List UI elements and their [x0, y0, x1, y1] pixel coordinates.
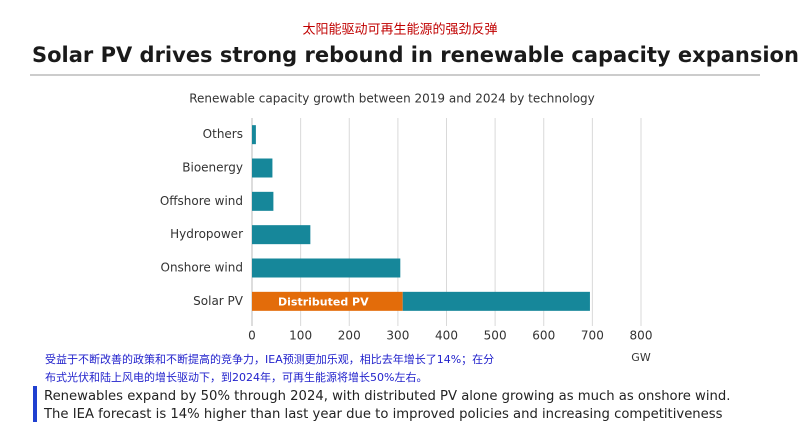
y-tick-label: Offshore wind: [160, 194, 243, 208]
slide-title: Solar PV drives strong rebound in renewa…: [32, 43, 799, 67]
x-tick-label: 100: [289, 329, 312, 343]
bar-label: Distributed PV: [278, 295, 369, 308]
x-tick-label: 600: [532, 329, 555, 343]
y-tick-label: Hydropower: [170, 227, 243, 241]
bar: [252, 191, 274, 211]
x-tick-label: 700: [581, 329, 604, 343]
y-tick-label: Solar PV: [193, 294, 244, 308]
chinese-note: 受益于不断改善的政策和不断提高的竞争力，IEA预测更加乐观，相比去年增长了14%…: [45, 352, 494, 366]
x-tick-label: 300: [386, 329, 409, 343]
x-tick-label: 400: [435, 329, 458, 343]
bar: [402, 291, 590, 311]
x-axis-label: GW: [631, 351, 651, 364]
y-tick-label: Others: [203, 127, 243, 141]
chinese-note: 布式光伏和陆上风电的增长驱动下，到2024年，可再生能源将增长50%左右。: [45, 370, 427, 384]
bar: [252, 125, 256, 145]
bar: [252, 258, 401, 278]
caption: The IEA forecast is 14% higher than last…: [43, 407, 723, 422]
bar: [252, 291, 403, 311]
bar: [252, 225, 311, 245]
chart-title: Renewable capacity growth between 2019 a…: [189, 92, 595, 106]
caption-accent: [33, 386, 37, 422]
x-tick-label: 200: [338, 329, 361, 343]
x-tick-label: 800: [630, 329, 653, 343]
y-tick-label: Onshore wind: [161, 261, 244, 275]
caption: Renewables expand by 50% through 2024, w…: [44, 389, 730, 404]
chinese-title: 太阳能驱动可再生能源的强劲反弹: [302, 22, 497, 38]
x-tick-label: 500: [484, 329, 507, 343]
bar: [252, 158, 273, 178]
x-tick-label: 0: [248, 329, 256, 343]
y-tick-label: Bioenergy: [182, 161, 243, 175]
